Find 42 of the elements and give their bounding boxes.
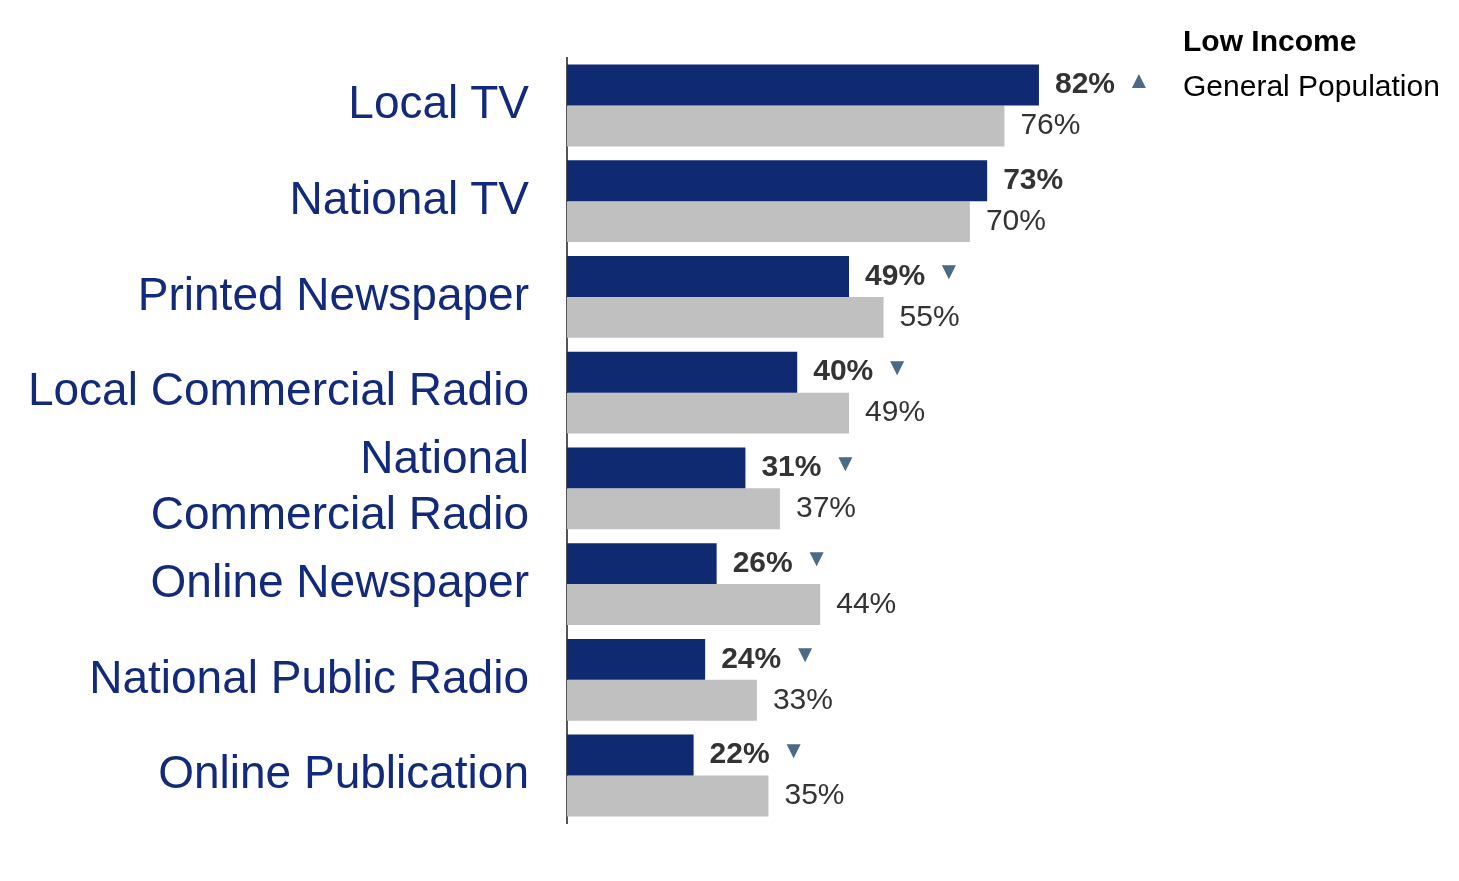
data-label: 76% <box>1020 107 1081 141</box>
bar <box>567 584 821 626</box>
bar <box>567 296 884 338</box>
y-tick-label: Printed Newspaper <box>137 267 529 320</box>
y-tick-label: National TV <box>289 171 530 224</box>
text: General Population <box>1183 69 1440 103</box>
y-tick-label: Local Commercial Radio <box>27 363 529 416</box>
data-label: 22% ▼ <box>709 735 806 770</box>
y-tick-label: Online Publication <box>158 746 529 799</box>
data-label: 73% <box>1003 161 1064 195</box>
y-tick-label: Online Newspaper <box>150 554 529 607</box>
data-label: 33% <box>772 681 833 715</box>
data-label: 37% <box>795 490 856 524</box>
bar <box>567 160 988 202</box>
y-tick-label: National Commercial Radio <box>150 431 529 539</box>
bar <box>567 105 1005 147</box>
data-label: 35% <box>784 777 845 811</box>
data-label: 82% ▲ <box>1054 65 1151 100</box>
data-label: 44% <box>836 585 897 619</box>
y-tick-label: National Public Radio <box>89 650 529 703</box>
bar <box>567 201 970 243</box>
y-tick-label: Local TV <box>348 76 530 129</box>
bar <box>567 64 1039 106</box>
data-label: 26% ▼ <box>732 544 829 578</box>
bar <box>567 775 769 817</box>
data-label: 70% <box>985 202 1046 236</box>
bar <box>567 255 850 297</box>
text: Low Income <box>1183 24 1357 58</box>
data-label: 31% ▼ <box>761 448 858 483</box>
data-label: 49% ▼ <box>865 257 961 291</box>
bar <box>567 679 757 721</box>
data-label: 55% <box>899 298 960 332</box>
bar <box>567 392 850 434</box>
bar <box>567 488 780 530</box>
data-label: 24% ▼ <box>721 639 817 674</box>
bar <box>567 351 798 393</box>
bar <box>567 638 706 680</box>
data-label: 49% <box>865 394 926 428</box>
bar <box>567 447 746 489</box>
bar <box>567 543 717 585</box>
bar <box>567 734 694 776</box>
data-label: 40% ▼ <box>813 352 910 387</box>
